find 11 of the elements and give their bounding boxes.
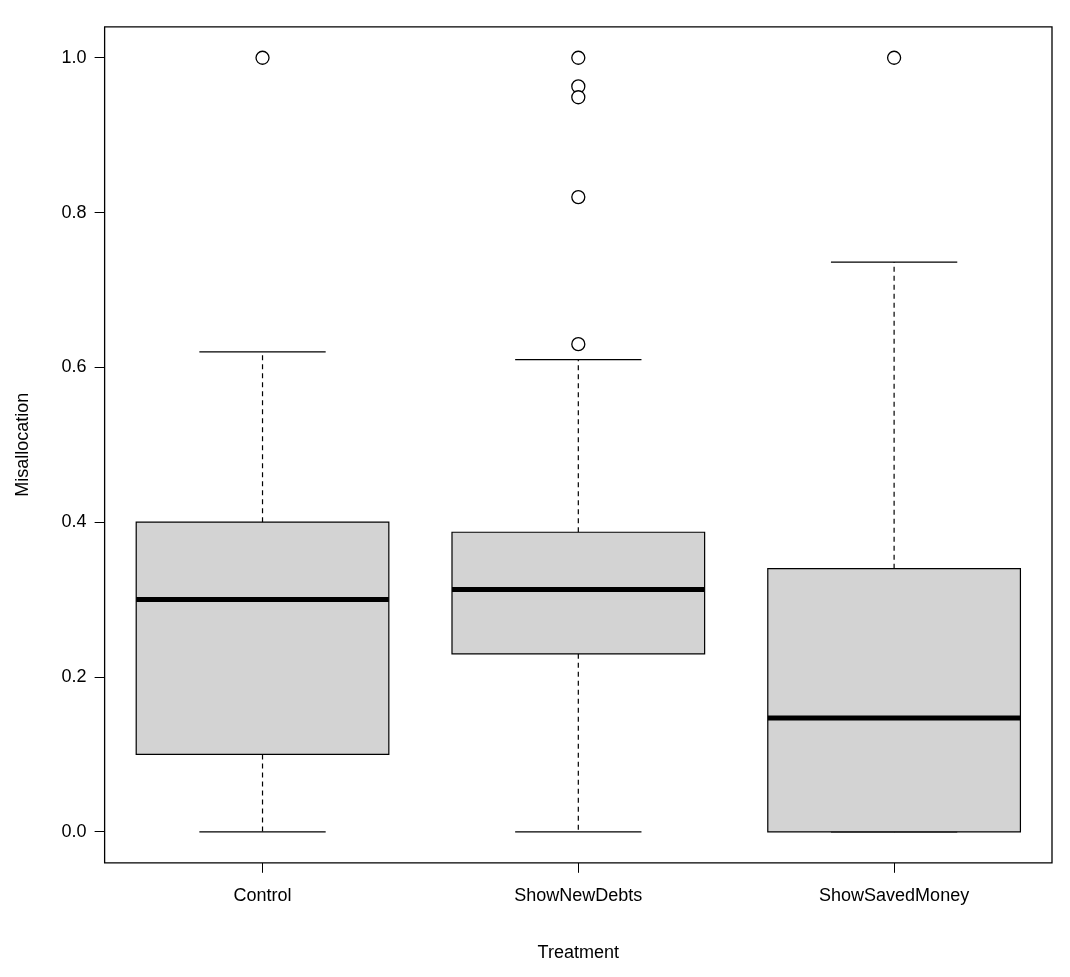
x-tick-label: ShowNewDebts (514, 884, 643, 905)
x-tick-label: ShowSavedMoney (819, 884, 970, 905)
y-tick-label: 0.4 (61, 511, 87, 532)
y-tick-label: 0.8 (61, 201, 87, 222)
x-tick-label: Control (233, 884, 292, 905)
y-tick-label: 0.6 (61, 356, 87, 377)
y-axis-title: Misallocation (11, 392, 32, 497)
y-tick-label: 1.0 (61, 46, 87, 67)
y-tick-label: 0.0 (61, 820, 87, 841)
x-axis-title: Treatment (537, 942, 619, 963)
y-tick-label: 0.2 (61, 665, 87, 686)
